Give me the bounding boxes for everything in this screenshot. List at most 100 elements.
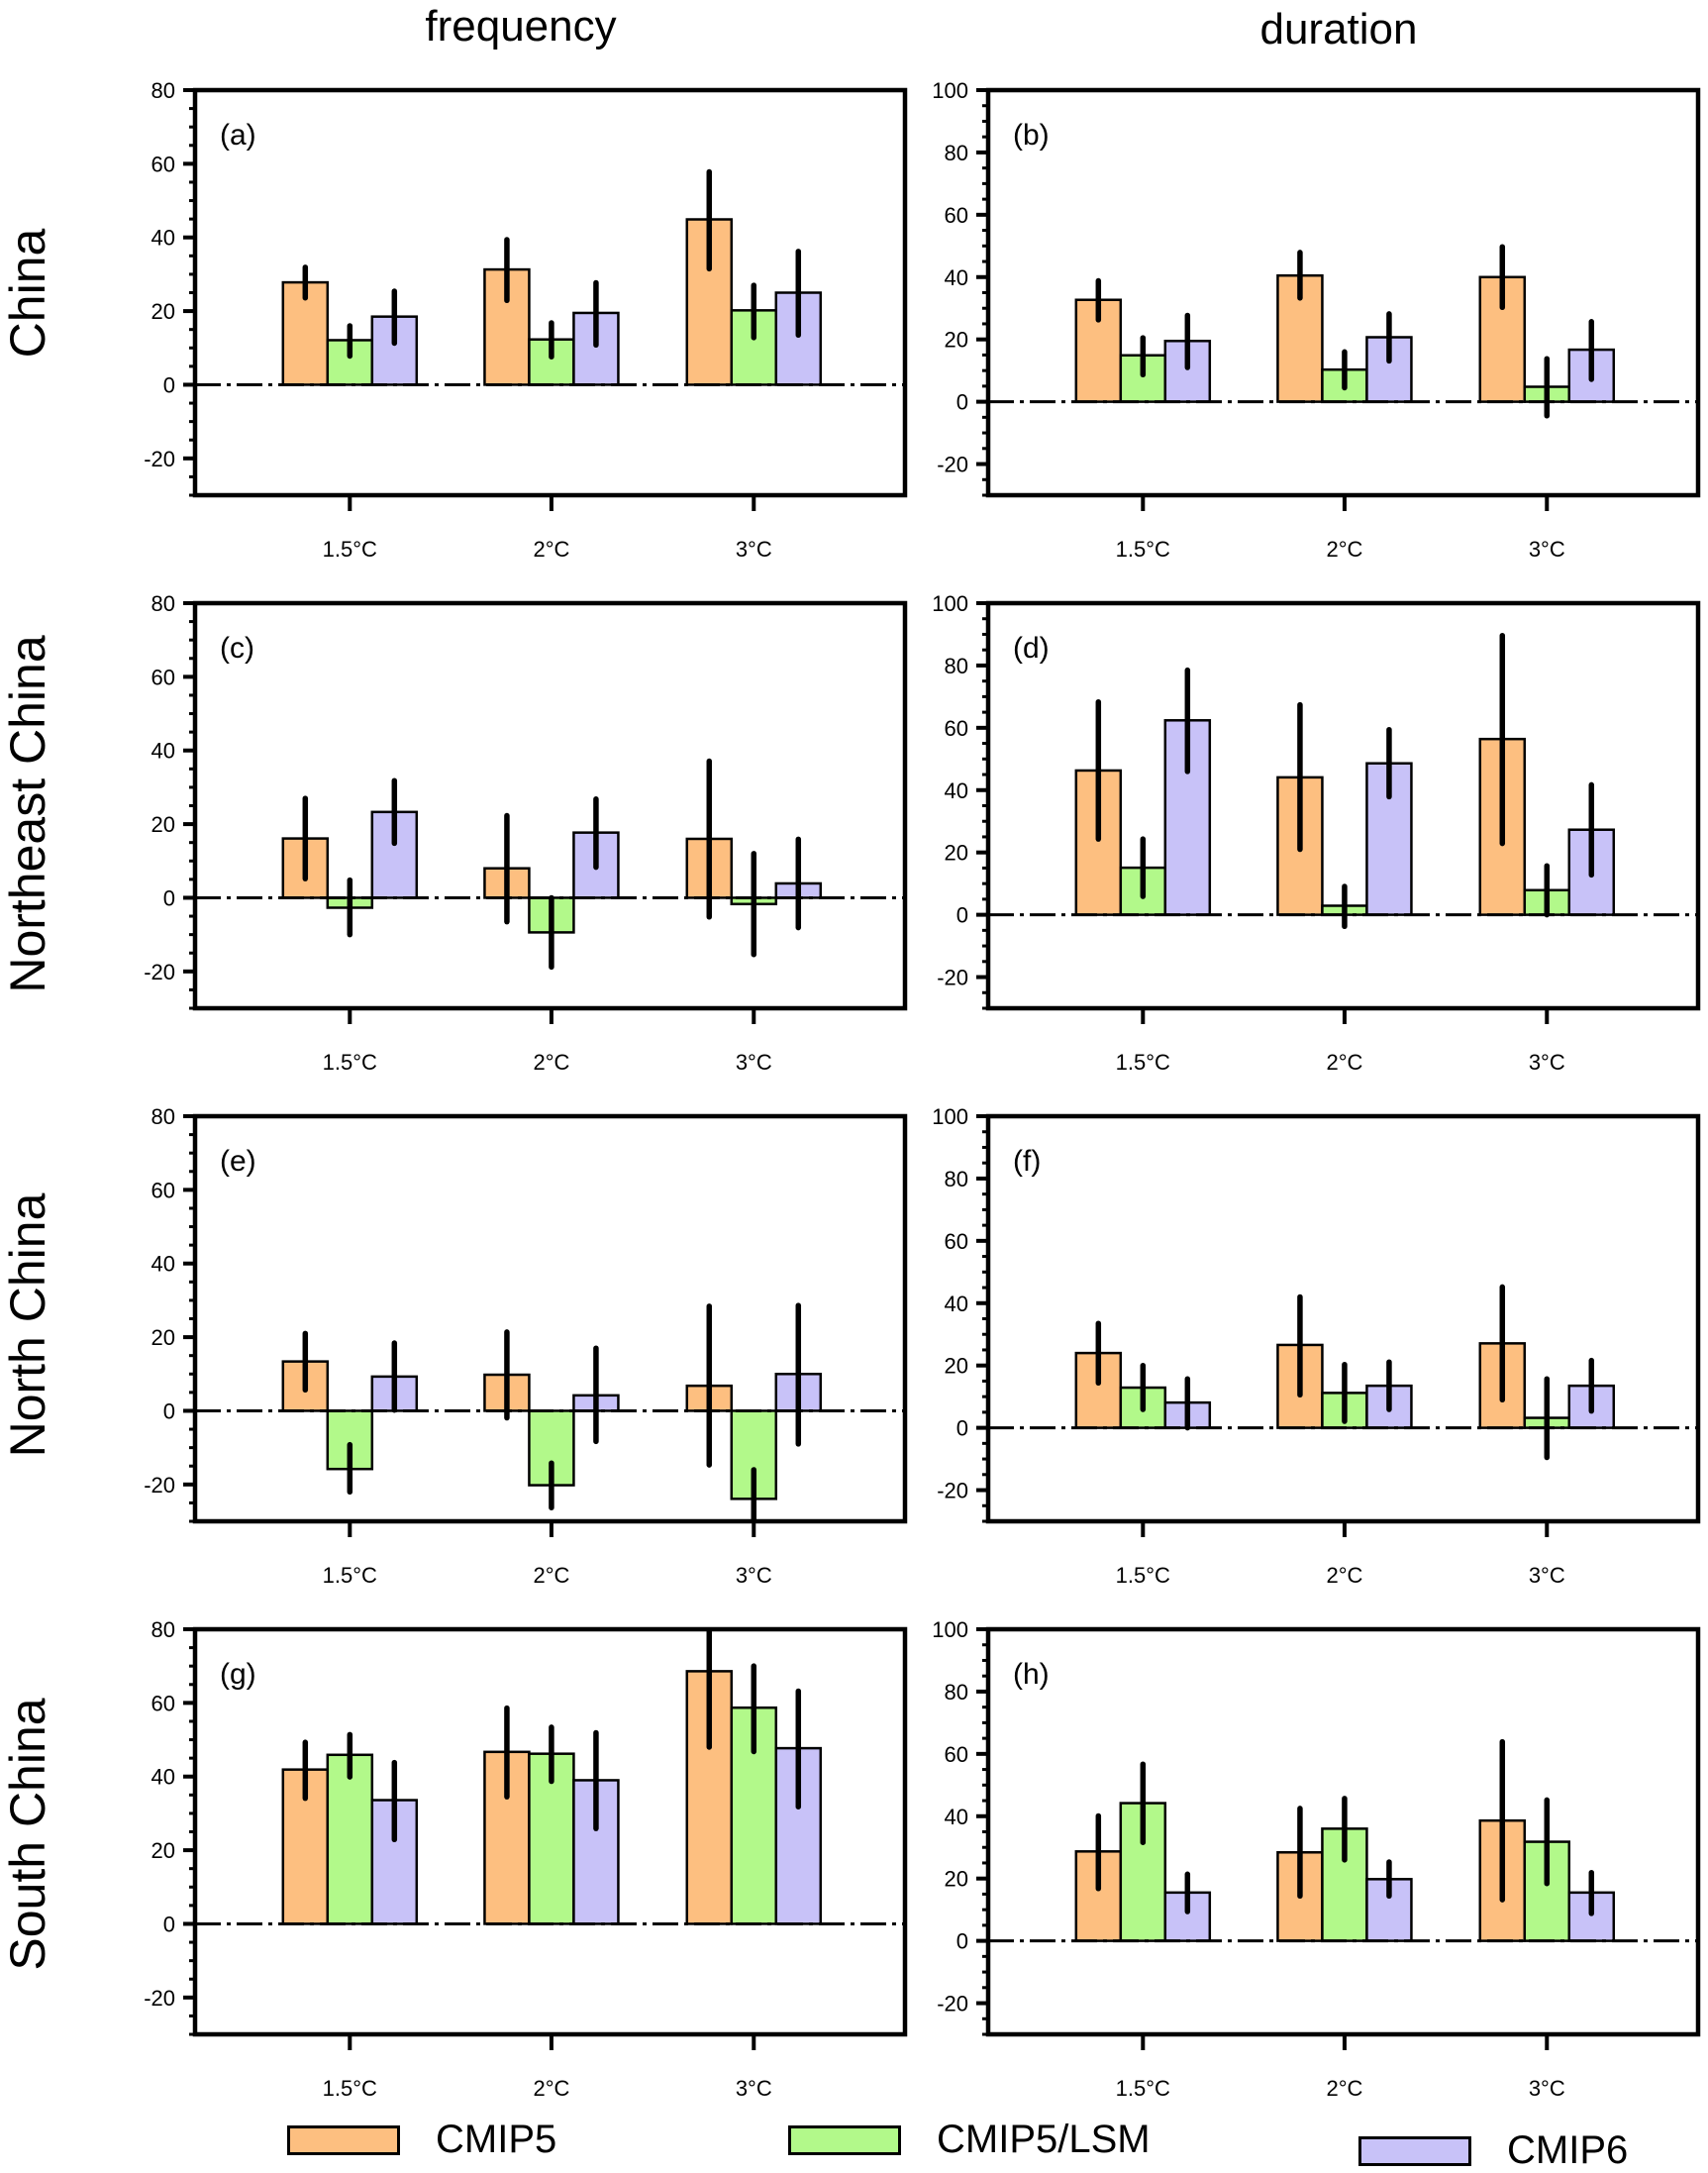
y-tick-label: 20 xyxy=(945,1354,968,1379)
bars-group xyxy=(195,1629,905,1925)
bar xyxy=(572,1779,620,1925)
bars-group xyxy=(988,244,1698,419)
x-tick-label: 3°C xyxy=(736,1050,772,1075)
y-tick-label: 60 xyxy=(945,1229,968,1254)
y-tick-label: -20 xyxy=(937,966,968,990)
legend-label-cmip5-lsm: CMIP5/LSM xyxy=(937,2118,1151,2161)
panel-label: (a) xyxy=(220,119,256,152)
legend-item-cmip5: CMIP5 xyxy=(287,2118,556,2162)
y-tick-label: -20 xyxy=(937,453,968,477)
y-tick-label: 40 xyxy=(151,226,175,251)
y-tick-label: 40 xyxy=(151,1252,175,1277)
y-tick-label: 0 xyxy=(163,1912,175,1936)
y-tick-label: 40 xyxy=(945,265,968,290)
x-tick-label: 2°C xyxy=(1326,537,1362,562)
y-tick-label: 40 xyxy=(945,778,968,803)
x-tick-label: 2°C xyxy=(1326,1050,1362,1075)
bars-group xyxy=(988,1738,1698,1943)
y-tick-label: 100 xyxy=(932,78,968,103)
y-tick-label: -20 xyxy=(144,447,175,471)
y-tick-label: 40 xyxy=(945,1805,968,1829)
x-tick-label: 1.5°C xyxy=(1116,1050,1170,1075)
panel-label: (b) xyxy=(1013,119,1050,152)
panel-g: -20 0 20 40 60 80 1.5°C 2°C 3°C (g) xyxy=(144,1617,908,2101)
panel-label: (e) xyxy=(220,1145,256,1178)
panel-label: (g) xyxy=(220,1658,256,1691)
y-tick-label: 80 xyxy=(945,141,968,165)
bars-group xyxy=(988,632,1698,930)
y-tick-label: 80 xyxy=(151,1104,175,1129)
y-tick-label: 0 xyxy=(956,1929,968,1954)
y-tick-label: 20 xyxy=(151,812,175,837)
x-tick-label: 2°C xyxy=(533,1563,569,1588)
panel-f: -20 0 20 40 60 80 100 1.5°C 2°C 3°C (f) xyxy=(932,1104,1701,1588)
y-tick-label: 80 xyxy=(945,654,968,678)
panel-h: -20 0 20 40 60 80 100 1.5°C 2°C 3°C (h) xyxy=(932,1617,1701,2101)
bar xyxy=(1365,1878,1413,1942)
y-tick-label: 100 xyxy=(932,591,968,616)
bar xyxy=(1119,866,1167,916)
x-tick-label: 1.5°C xyxy=(323,537,377,562)
plot-frame xyxy=(192,600,908,1011)
panel-label: (d) xyxy=(1013,632,1050,665)
x-tick-label: 2°C xyxy=(533,1050,569,1075)
y-tick-label: 0 xyxy=(956,390,968,415)
y-tick-label: 80 xyxy=(945,1167,968,1191)
x-tick-label: 3°C xyxy=(1529,537,1565,562)
y-tick-label: -20 xyxy=(144,960,175,984)
x-tick-label: 3°C xyxy=(1529,1563,1565,1588)
y-tick-label: 20 xyxy=(945,328,968,353)
legend-swatch-cmip5-lsm xyxy=(788,2124,901,2155)
plot-frame xyxy=(985,600,1701,1011)
y-tick-label: 40 xyxy=(945,1292,968,1316)
y-tick-label: -20 xyxy=(937,1992,968,2017)
legend-swatch-cmip5 xyxy=(287,2124,400,2155)
y-tick-label: 0 xyxy=(163,1398,175,1423)
y-tick-label: 100 xyxy=(932,1617,968,1642)
y-tick-label: 60 xyxy=(945,1742,968,1767)
y-tick-label: -20 xyxy=(144,1473,175,1498)
column-title-frequency: frequency xyxy=(425,2,617,51)
panel-label: (c) xyxy=(220,632,254,665)
y-tick-label: 60 xyxy=(945,203,968,228)
y-tick-label: 100 xyxy=(932,1104,968,1129)
y-tick-label: -20 xyxy=(144,1986,175,2011)
legend-swatch-cmip6 xyxy=(1358,2135,1471,2166)
plot-frame xyxy=(192,87,908,498)
x-tick-label: 2°C xyxy=(1326,1563,1362,1588)
panel-b: -20 0 20 40 60 80 100 1.5°C 2°C 3°C (b) xyxy=(932,78,1701,562)
x-tick-label: 3°C xyxy=(736,1563,772,1588)
x-tick-label: 1.5°C xyxy=(323,1563,377,1588)
x-tick-label: 1.5°C xyxy=(1116,2076,1170,2101)
y-tick-label: 80 xyxy=(151,1617,175,1642)
legend-item-cmip5-lsm: CMIP5/LSM xyxy=(788,2118,1151,2162)
y-tick-label: 0 xyxy=(956,903,968,928)
x-tick-label: 3°C xyxy=(736,2076,772,2101)
bar xyxy=(326,1753,374,1925)
panel-a: -20 0 20 40 60 80 1.5°C 2°C 3°C (a) xyxy=(144,78,908,562)
x-tick-label: 1.5°C xyxy=(323,2076,377,2101)
plot-frame xyxy=(192,1626,908,2037)
y-tick-label: 20 xyxy=(151,299,175,324)
x-tick-label: 1.5°C xyxy=(1116,537,1170,562)
x-tick-label: 1.5°C xyxy=(1116,1563,1170,1588)
bars-group xyxy=(195,758,905,971)
panel-d: -20 0 20 40 60 80 100 1.5°C 2°C 3°C (d) xyxy=(932,591,1701,1075)
y-tick-label: 60 xyxy=(151,1691,175,1715)
x-tick-label: 2°C xyxy=(533,2076,569,2101)
y-tick-label: 20 xyxy=(945,1867,968,1892)
panel-label: (f) xyxy=(1013,1145,1041,1178)
x-tick-label: 2°C xyxy=(1326,2076,1362,2101)
x-tick-label: 2°C xyxy=(533,537,569,562)
y-tick-label: 0 xyxy=(163,372,175,397)
plot-frame xyxy=(985,1113,1701,1524)
legend-label-cmip5: CMIP5 xyxy=(436,2118,557,2161)
bars-group xyxy=(988,1284,1698,1461)
y-tick-label: 0 xyxy=(956,1416,968,1441)
legend-label-cmip6: CMIP6 xyxy=(1507,2128,1629,2172)
legend-item-cmip6: CMIP6 xyxy=(1358,2128,1628,2173)
panel-c: -20 0 20 40 60 80 1.5°C 2°C 3°C (c) xyxy=(144,591,908,1075)
plot-frame xyxy=(985,87,1701,498)
panel-label: (h) xyxy=(1013,1658,1050,1691)
